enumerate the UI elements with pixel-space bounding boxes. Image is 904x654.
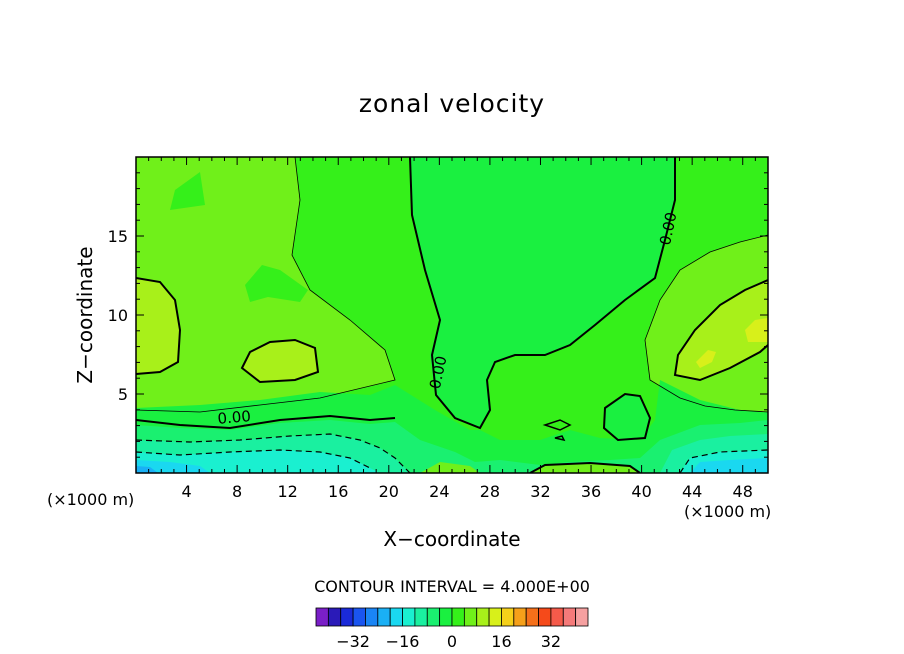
colorbar-swatch (525, 607, 539, 627)
colorbar-swatch (451, 607, 465, 627)
y-axis-label: Z−coordinate (73, 246, 97, 383)
colorbar: −32 −16 0 16 32 (315, 607, 589, 651)
field-center-blob (604, 394, 650, 440)
field-yellow-center-blob (242, 340, 318, 382)
colorbar-tick-label: 32 (541, 632, 561, 651)
colorbar-swatch (315, 607, 329, 627)
colorbar-swatch (439, 607, 453, 627)
field-neg16-left (136, 466, 158, 473)
field-yellow-right-blob (675, 280, 768, 380)
y-tick-label: 5 (118, 385, 128, 404)
colorbar-tick-label: −32 (336, 632, 370, 651)
contour-line-dashed-2 (136, 449, 371, 469)
x-tick-label: 40 (631, 482, 651, 501)
contour-line-left-blob (136, 277, 182, 375)
colorbar-swatch (463, 607, 478, 627)
x-tick-label: 28 (480, 482, 500, 501)
field-neg12-left (136, 460, 210, 473)
x-tick-label: 32 (530, 482, 550, 501)
colorbar-swatch (389, 607, 403, 627)
x-tick-label: 16 (328, 482, 348, 501)
field-yellow3-right-blob (696, 350, 716, 368)
x-unit-right: (×1000 m) (684, 502, 771, 521)
contour-line-small-1 (542, 419, 572, 431)
x-axis-label: X−coordinate (383, 527, 520, 551)
field-yellow2-right-blob (745, 318, 768, 342)
contour-line-zero-lower (136, 414, 396, 430)
y-tick-label: 15 (108, 227, 128, 246)
contour-line-thin-2 (644, 234, 768, 413)
chart-title: zonal velocity (359, 89, 545, 118)
colorbar-swatch (562, 607, 577, 627)
contour-line-dashed-1 (136, 433, 411, 473)
x-unit-left: (×1000 m) (47, 490, 134, 509)
y-tick-label: 10 (108, 306, 128, 325)
colorbar-swatch (365, 607, 379, 627)
colorbar-swatch (414, 607, 428, 627)
colorbar-swatch (327, 607, 342, 627)
colorbar-swatch (488, 607, 502, 627)
colorbar-swatch (501, 607, 515, 627)
colorbar-tick-label: −16 (386, 632, 420, 651)
colorbar-swatch (538, 607, 552, 627)
x-tick-label: 8 (232, 482, 242, 501)
field-green-patch-2 (245, 265, 308, 302)
x-tick-label: 4 (181, 482, 191, 501)
colorbar-swatch (402, 607, 416, 627)
colorbar-swatch (426, 607, 441, 627)
x-tick-label: 12 (278, 482, 298, 501)
colorbar-tick-label: 0 (447, 632, 457, 651)
field-green-patch-1 (170, 172, 205, 210)
contour-value-label: 0.00 (217, 407, 252, 428)
colorbar-swatch (352, 607, 366, 627)
colorbar-swatch (513, 607, 527, 627)
contour-line-center-blob (240, 338, 320, 384)
x-tick-label: 44 (682, 482, 702, 501)
field-neg12-right (690, 458, 768, 473)
colorbar-swatch (377, 607, 391, 627)
contour-line-thin-1 (136, 157, 396, 413)
field-center-band (410, 157, 675, 428)
x-tick-label: 48 (733, 482, 753, 501)
colorbar-swatch (340, 607, 354, 627)
contour-field (136, 157, 768, 473)
contour-line-zero-center (409, 157, 676, 430)
contour-line-zero-blob (602, 392, 652, 442)
contour-line-dashed-3 (679, 449, 768, 473)
contour-line-small-2 (554, 435, 566, 442)
contour-line-right-blob (673, 279, 768, 382)
field-yellow-left-blob (136, 278, 180, 374)
colorbar-swatch (476, 607, 490, 627)
contour-interval-label: CONTOUR INTERVAL = 4.000E+00 (314, 577, 590, 596)
contour-lines (136, 157, 768, 473)
colorbar-swatch (550, 607, 564, 627)
x-tick-label: 36 (581, 482, 601, 501)
colorbar-swatch (575, 607, 589, 627)
colorbar-tick-label: 16 (491, 632, 511, 651)
x-tick-label: 24 (429, 482, 449, 501)
x-tick-label: 20 (379, 482, 399, 501)
